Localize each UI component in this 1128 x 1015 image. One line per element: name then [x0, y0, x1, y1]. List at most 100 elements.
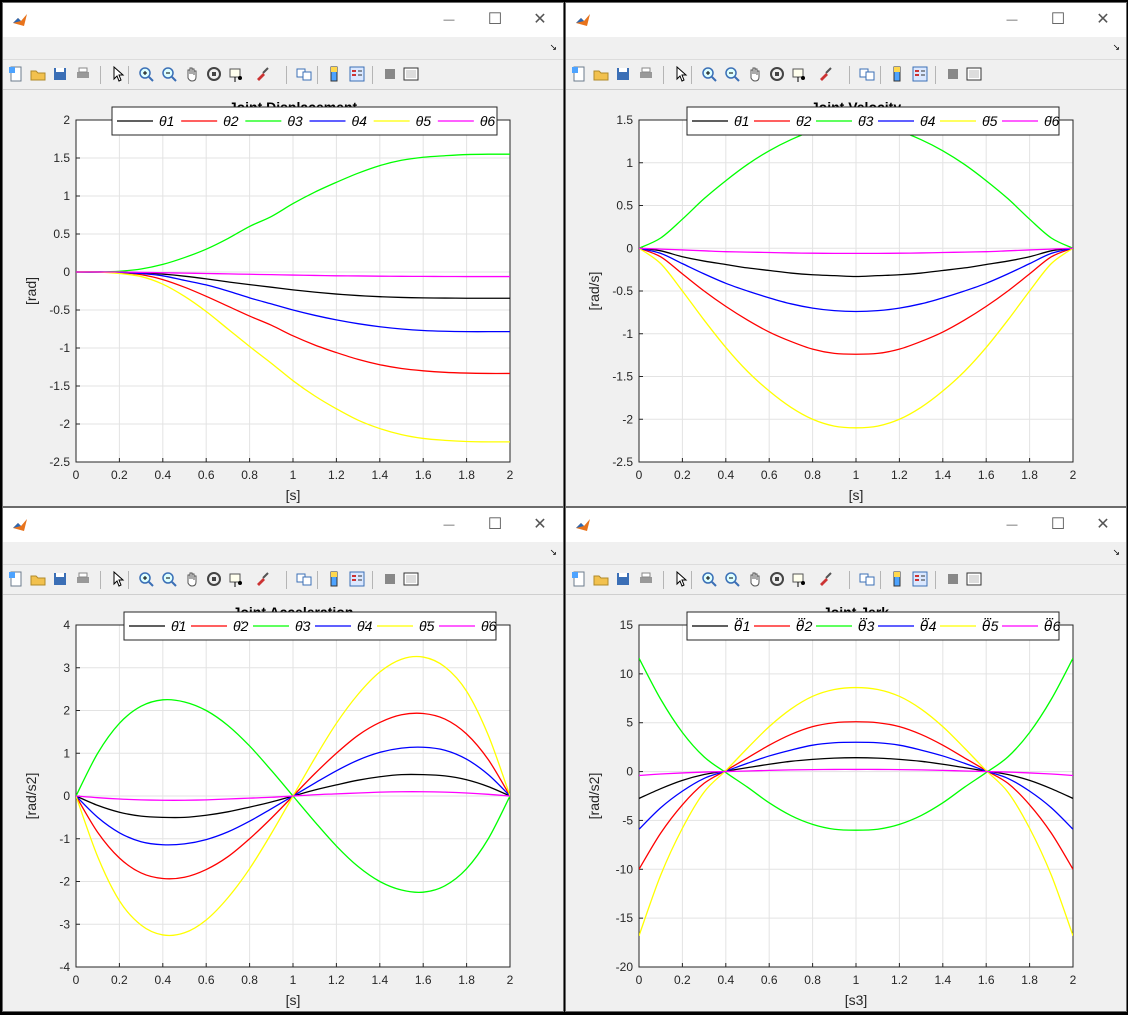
rotate-icon[interactable] [768, 570, 786, 588]
hide-plot-tools-icon[interactable] [944, 65, 962, 83]
toolbar-separator [286, 66, 287, 84]
print-icon[interactable] [637, 65, 655, 83]
colorbar-icon[interactable] [888, 570, 906, 588]
brush-icon[interactable] [253, 570, 271, 588]
colorbar-icon[interactable] [325, 65, 343, 83]
save-icon[interactable] [51, 65, 69, 83]
save-icon[interactable] [51, 570, 69, 588]
pointer-icon[interactable] [672, 65, 690, 83]
pointer-icon[interactable] [672, 570, 690, 588]
link-icon[interactable] [295, 65, 313, 83]
new-figure-icon[interactable] [570, 65, 588, 83]
data-cursor-icon[interactable] [227, 570, 245, 588]
pointer-icon[interactable] [109, 570, 127, 588]
minimize-icon[interactable]: — [1006, 519, 1018, 531]
x-tick-label: 1.2 [328, 468, 345, 482]
pan-icon[interactable] [746, 65, 764, 83]
new-figure-icon[interactable] [7, 570, 25, 588]
new-figure-icon[interactable] [570, 570, 588, 588]
save-icon[interactable] [614, 570, 632, 588]
menu-overflow-icon[interactable]: ↘ [1112, 547, 1120, 557]
hide-plot-tools-icon[interactable] [944, 570, 962, 588]
x-axis-label: [s] [849, 487, 864, 503]
menu-overflow-icon[interactable]: ↘ [549, 42, 557, 52]
print-icon[interactable] [74, 570, 92, 588]
link-icon[interactable] [858, 570, 876, 588]
data-cursor-icon[interactable] [790, 570, 808, 588]
close-icon[interactable]: ✕ [533, 11, 547, 28]
maximize-icon[interactable]: ☐ [1050, 11, 1066, 28]
minimize-icon[interactable]: — [1006, 14, 1018, 26]
legend-icon[interactable] [348, 570, 366, 588]
maximize-icon[interactable]: ☐ [487, 516, 503, 533]
x-tick-label: 1.4 [934, 468, 951, 482]
link-icon[interactable] [858, 65, 876, 83]
print-icon[interactable] [74, 65, 92, 83]
show-plot-tools-icon[interactable] [402, 570, 420, 588]
rotate-icon[interactable] [768, 65, 786, 83]
minimize-icon[interactable]: — [443, 519, 455, 531]
legend-icon[interactable] [348, 65, 366, 83]
close-icon[interactable]: ✕ [1096, 516, 1110, 533]
zoom-in-icon[interactable] [137, 65, 155, 83]
open-icon[interactable] [592, 65, 610, 83]
print-icon[interactable] [637, 570, 655, 588]
y-tick-label: 1 [63, 189, 70, 203]
legend[interactable]: θ⃛1 θ⃛2 θ⃛3 θ⃛4 θ⃛5 θ⃛6 [686, 611, 1061, 641]
zoom-in-icon[interactable] [700, 65, 718, 83]
open-icon[interactable] [29, 65, 47, 83]
open-icon[interactable] [29, 570, 47, 588]
title-bar[interactable]: — ☐ ✕ [566, 508, 1126, 542]
pointer-icon[interactable] [109, 65, 127, 83]
menu-overflow-icon[interactable]: ↘ [549, 547, 557, 557]
x-tick-label: 1.4 [371, 468, 388, 482]
title-bar[interactable]: — ☐ ✕ [3, 3, 563, 37]
rotate-icon[interactable] [205, 570, 223, 588]
zoom-in-icon[interactable] [137, 570, 155, 588]
show-plot-tools-icon[interactable] [965, 65, 983, 83]
colorbar-icon[interactable] [888, 65, 906, 83]
show-plot-tools-icon[interactable] [965, 570, 983, 588]
legend-icon[interactable] [911, 65, 929, 83]
link-icon[interactable] [295, 570, 313, 588]
zoom-out-icon[interactable] [723, 570, 741, 588]
menu-overflow-icon[interactable]: ↘ [1112, 42, 1120, 52]
new-figure-icon[interactable] [7, 65, 25, 83]
save-icon[interactable] [614, 65, 632, 83]
zoom-out-icon[interactable] [160, 65, 178, 83]
figure-window[interactable]: — ☐ ✕ ↘ 0 0.2 0.4 0.6 0.8 1 1.2 1.4 1.6 1.8 2 -20 -15 -10… [565, 507, 1127, 1012]
minimize-icon[interactable]: — [443, 14, 455, 26]
data-cursor-icon[interactable] [227, 65, 245, 83]
title-bar[interactable]: — ☐ ✕ [566, 3, 1126, 37]
colorbar-icon[interactable] [325, 570, 343, 588]
maximize-icon[interactable]: ☐ [1050, 516, 1066, 533]
brush-icon[interactable] [816, 570, 834, 588]
figure-window[interactable]: — ☐ ✕ ↘ 0 0.2 0.4 0.6 0.8 1 1.2 1.4 1.6 1.8 2 -4 -3 -2 -1 0… [2, 507, 564, 1012]
show-plot-tools-icon[interactable] [402, 65, 420, 83]
hide-plot-tools-icon[interactable] [381, 570, 399, 588]
brush-icon[interactable] [816, 65, 834, 83]
pan-icon[interactable] [183, 65, 201, 83]
zoom-in-icon[interactable] [700, 570, 718, 588]
data-cursor-icon[interactable] [790, 65, 808, 83]
figure-window[interactable]: — ☐ ✕ ↘ 0 0.2 0.4 0.6 0.8 1 1.2 1.4 1.6 1.8 2 -2.5 -2 -1.… [565, 2, 1127, 507]
legend[interactable]: θ̇1 θ̇2 θ̇3 θ̇4 θ̇5 θ̇6 [686, 106, 1060, 136]
x-tick-label: 1.6 [415, 973, 432, 987]
close-icon[interactable]: ✕ [533, 516, 547, 533]
hide-plot-tools-icon[interactable] [381, 65, 399, 83]
zoom-out-icon[interactable] [723, 65, 741, 83]
rotate-icon[interactable] [205, 65, 223, 83]
title-bar[interactable]: — ☐ ✕ [3, 508, 563, 542]
pan-icon[interactable] [746, 570, 764, 588]
zoom-out-icon[interactable] [160, 570, 178, 588]
close-icon[interactable]: ✕ [1096, 11, 1110, 28]
maximize-icon[interactable]: ☐ [487, 11, 503, 28]
pan-icon[interactable] [183, 570, 201, 588]
brush-icon[interactable] [253, 65, 271, 83]
open-icon[interactable] [592, 570, 610, 588]
y-tick-label: -1.5 [612, 370, 633, 384]
legend[interactable]: θ1 θ2 θ3 θ4 θ5 θ6 [111, 106, 498, 136]
legend-icon[interactable] [911, 570, 929, 588]
legend[interactable]: θ̈1 θ̈2 θ̈3 θ̈4 θ̈5 θ̈6 [123, 611, 497, 641]
figure-window[interactable]: — ☐ ✕ ↘ 0 0.2 0.4 0.6 0.8 1 1.2 1.4 1.6 1.8 2 -2.5 -2 -1.… [2, 2, 564, 507]
